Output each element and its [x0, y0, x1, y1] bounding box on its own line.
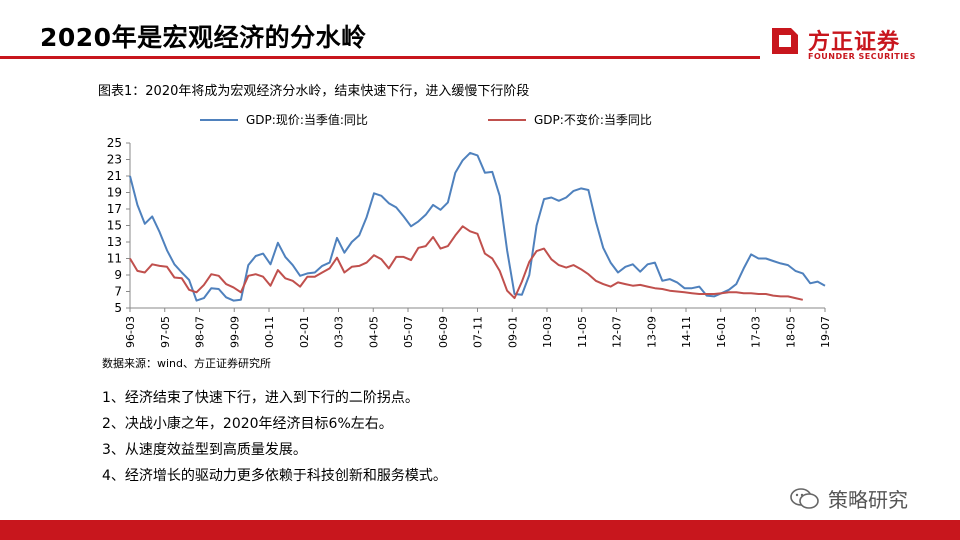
header-divider	[0, 56, 760, 59]
x-tick-label: 00-11	[263, 316, 276, 348]
key-point: 3、从速度效益型到高质量发展。	[102, 442, 307, 458]
series-line-nominal-gdp	[129, 151, 826, 302]
slide-title: 2020年是宏观经济的分水岭	[40, 23, 367, 52]
legend-swatch-nominal	[200, 118, 238, 121]
y-tick-label: 23	[107, 153, 122, 167]
y-tick-label: 21	[107, 169, 122, 183]
x-tick-label: 13-09	[645, 316, 658, 348]
key-points-list: 1、经济结束了快速下行，进入到下行的二阶拐点。 2、决战小康之年，2020年经济…	[102, 385, 447, 489]
logo-name-en: FOUNDER SECURITIES	[808, 52, 916, 61]
legend-swatch-real	[488, 118, 526, 121]
series-line-real-gdp	[129, 225, 804, 301]
x-tick-label: 05-07	[402, 316, 415, 348]
x-tick-label: 11-05	[576, 316, 589, 348]
x-tick-label: 06-09	[437, 316, 450, 348]
y-tick-label: 25	[107, 136, 122, 150]
x-tick-label: 98-07	[194, 316, 207, 348]
key-point: 1、经济结束了快速下行，进入到下行的二阶拐点。	[102, 390, 419, 406]
watermark-text: 策略研究	[828, 488, 908, 512]
legend-item-real: GDP:不变价:当季同比	[488, 111, 652, 128]
x-tick-label: 07-11	[472, 316, 485, 348]
logo-name-cn: 方正证券	[808, 30, 901, 55]
legend-label-nominal: GDP:现价:当季值:同比	[246, 113, 368, 127]
x-tick-label: 12-07	[611, 316, 624, 348]
legend-item-nominal: GDP:现价:当季值:同比	[200, 111, 368, 128]
y-tick-label: 11	[107, 252, 122, 266]
x-tick-label: 19-07	[819, 316, 830, 348]
y-tick-label: 17	[107, 202, 122, 216]
x-tick-label: 14-11	[680, 316, 693, 348]
wechat-icon	[790, 487, 819, 509]
key-point: 4、经济增长的驱动力更多依赖于科技创新和服务模式。	[102, 468, 447, 484]
x-tick-label: 99-09	[228, 316, 241, 348]
x-tick-label: 02-01	[298, 316, 311, 348]
x-tick-label: 96-03	[124, 316, 137, 348]
footer-bar	[0, 520, 960, 540]
company-logo: 方正证券 FOUNDER SECURITIES	[768, 24, 938, 64]
chart-legend: GDP:现价:当季值:同比 GDP:不变价:当季同比	[200, 111, 760, 129]
wechat-watermark: 策略研究	[790, 484, 908, 513]
y-tick-label: 9	[114, 268, 122, 282]
founder-logo-icon	[772, 28, 798, 54]
data-source-note: 数据来源：wind、方正证券研究所	[102, 357, 272, 370]
y-tick-label: 15	[107, 219, 122, 233]
figure-caption: 图表1：2020年将成为宏观经济分水岭，结束快速下行，进入缓慢下行阶段	[98, 84, 530, 99]
x-tick-label: 18-05	[784, 316, 797, 348]
x-tick-label: 97-05	[159, 316, 172, 348]
y-tick-label: 7	[114, 285, 122, 299]
y-tick-label: 5	[114, 301, 122, 315]
gdp-line-chart: 5 7 9 11 13 15 17 19 21 23 25 96-03 97-05 98-07 99-09 0…	[107, 136, 830, 348]
x-tick-label: 04-05	[367, 316, 380, 348]
key-point: 2、决战小康之年，2020年经济目标6%左右。	[102, 416, 393, 432]
x-tick-label: 03-03	[333, 316, 346, 348]
x-tick-label: 09-01	[506, 316, 519, 348]
y-tick-label: 13	[107, 235, 122, 249]
y-tick-label: 19	[107, 186, 122, 200]
x-tick-label: 16-01	[715, 316, 728, 348]
x-tick-label: 10-03	[541, 316, 554, 348]
legend-label-real: GDP:不变价:当季同比	[534, 113, 652, 127]
x-tick-label: 17-03	[750, 316, 763, 348]
